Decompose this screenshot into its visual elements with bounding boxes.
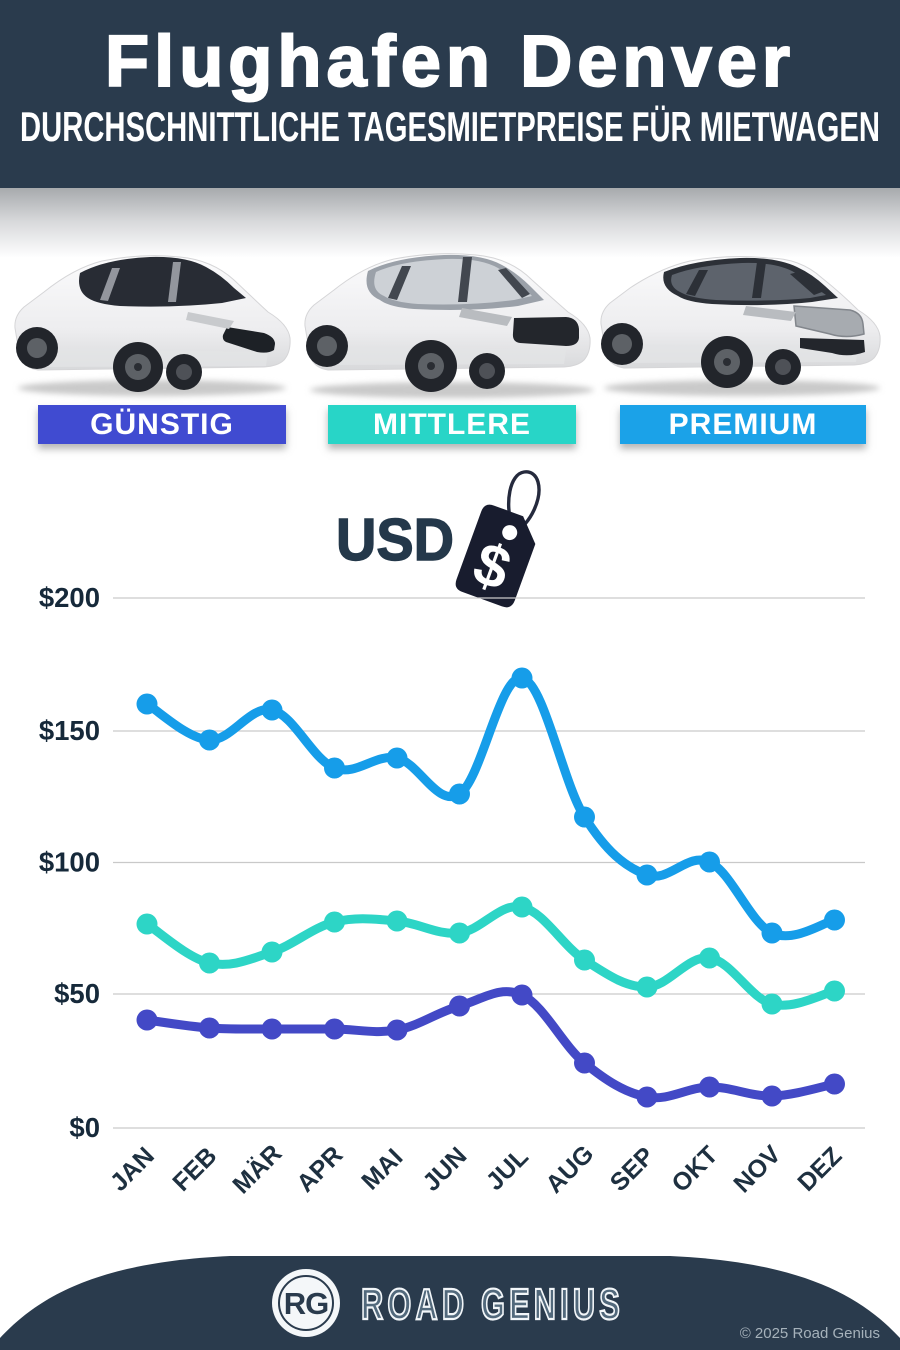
svg-text:MÄR: MÄR [227, 1139, 287, 1199]
svg-text:NOV: NOV [728, 1140, 786, 1198]
svg-text:OKT: OKT [666, 1141, 723, 1198]
svg-text:JUN: JUN [417, 1142, 472, 1197]
svg-text:$100: $100 [39, 847, 100, 878]
svg-text:$0: $0 [69, 1112, 100, 1143]
svg-text:JAN: JAN [105, 1142, 160, 1197]
svg-text:AUG: AUG [540, 1140, 599, 1199]
svg-text:ROAD GENIUS: ROAD GENIUS [361, 1280, 624, 1329]
svg-text:APR: APR [291, 1141, 348, 1198]
svg-text:$150: $150 [39, 715, 100, 746]
svg-text:RG: RG [284, 1286, 329, 1321]
svg-text:$50: $50 [54, 978, 100, 1009]
svg-text:DEZ: DEZ [792, 1142, 847, 1197]
svg-text:USD: USD [336, 507, 454, 573]
svg-text:FEB: FEB [167, 1142, 222, 1197]
svg-text:SEP: SEP [605, 1142, 660, 1197]
svg-text:$200: $200 [39, 582, 100, 613]
svg-text:Flughafen Denver: Flughafen Denver [105, 22, 795, 102]
svg-text:JUL: JUL [481, 1143, 534, 1196]
svg-text:MAI: MAI [356, 1143, 408, 1195]
svg-text:DURCHSCHNITTLICHE TAGESMIETPRE: DURCHSCHNITTLICHE TAGESMIETPREISE FÜR MI… [20, 103, 880, 150]
